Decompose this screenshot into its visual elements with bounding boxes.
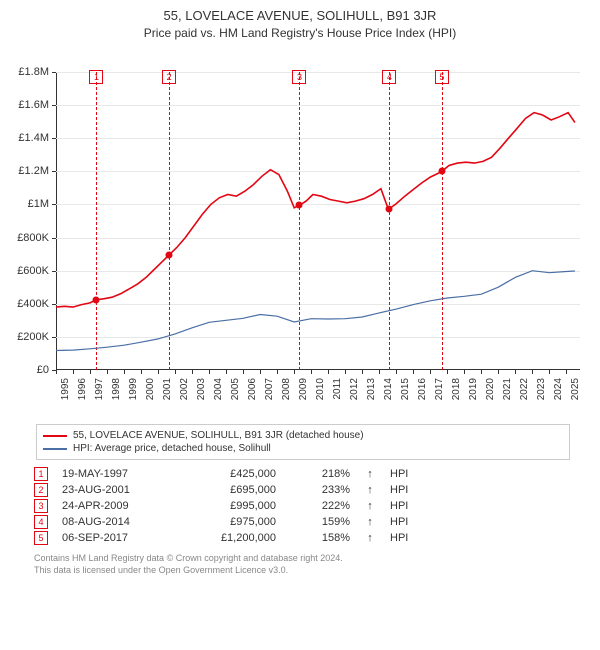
marker-box: 1 bbox=[89, 70, 103, 84]
legend-label: 55, LOVELACE AVENUE, SOLIHULL, B91 3JR (… bbox=[73, 430, 364, 441]
chart-subtitle: Price paid vs. HM Land Registry's House … bbox=[0, 23, 600, 46]
transaction-point bbox=[166, 251, 173, 258]
transaction-price: £995,000 bbox=[176, 500, 276, 512]
transaction-hpi-label: HPI bbox=[390, 484, 420, 496]
legend-row: HPI: Average price, detached house, Soli… bbox=[43, 442, 563, 455]
arrow-up-icon: ↑ bbox=[364, 532, 376, 544]
transaction-date: 24-APR-2009 bbox=[62, 500, 162, 512]
transaction-row: 4 08-AUG-2014 £975,000 159% ↑ HPI bbox=[34, 514, 570, 530]
transaction-marker: 3 bbox=[34, 499, 48, 513]
transaction-date: 19-MAY-1997 bbox=[62, 468, 162, 480]
transaction-pct: 218% bbox=[290, 468, 350, 480]
arrow-up-icon: ↑ bbox=[364, 516, 376, 528]
transaction-marker: 5 bbox=[34, 531, 48, 545]
marker-box: 3 bbox=[292, 70, 306, 84]
transaction-hpi-label: HPI bbox=[390, 532, 420, 544]
chart-title: 55, LOVELACE AVENUE, SOLIHULL, B91 3JR bbox=[0, 0, 600, 23]
transaction-date: 23-AUG-2001 bbox=[62, 484, 162, 496]
footer-line-2: This data is licensed under the Open Gov… bbox=[34, 564, 572, 576]
transaction-point bbox=[438, 168, 445, 175]
transaction-hpi-label: HPI bbox=[390, 516, 420, 528]
arrow-up-icon: ↑ bbox=[364, 484, 376, 496]
transaction-point bbox=[296, 202, 303, 209]
footer-line-1: Contains HM Land Registry data © Crown c… bbox=[34, 552, 572, 564]
transaction-row: 5 06-SEP-2017 £1,200,000 158% ↑ HPI bbox=[34, 530, 570, 546]
transaction-price: £695,000 bbox=[176, 484, 276, 496]
transaction-hpi-label: HPI bbox=[390, 500, 420, 512]
transaction-row: 3 24-APR-2009 £995,000 222% ↑ HPI bbox=[34, 498, 570, 514]
transaction-hpi-label: HPI bbox=[390, 468, 420, 480]
transaction-pct: 159% bbox=[290, 516, 350, 528]
transaction-pct: 158% bbox=[290, 532, 350, 544]
transaction-row: 2 23-AUG-2001 £695,000 233% ↑ HPI bbox=[34, 482, 570, 498]
chart-lines bbox=[0, 46, 600, 416]
legend-swatch bbox=[43, 448, 67, 450]
marker-box: 4 bbox=[382, 70, 396, 84]
transactions-table: 1 19-MAY-1997 £425,000 218% ↑ HPI 2 23-AUG-2001… bbox=[34, 466, 570, 546]
legend: 55, LOVELACE AVENUE, SOLIHULL, B91 3JR (… bbox=[36, 424, 570, 460]
marker-box: 5 bbox=[435, 70, 449, 84]
transaction-point bbox=[386, 205, 393, 212]
transaction-row: 1 19-MAY-1997 £425,000 218% ↑ HPI bbox=[34, 466, 570, 482]
transaction-date: 08-AUG-2014 bbox=[62, 516, 162, 528]
transaction-pct: 233% bbox=[290, 484, 350, 496]
transaction-price: £975,000 bbox=[176, 516, 276, 528]
transaction-price: £1,200,000 bbox=[176, 532, 276, 544]
arrow-up-icon: ↑ bbox=[364, 500, 376, 512]
transaction-marker: 1 bbox=[34, 467, 48, 481]
transaction-point bbox=[93, 296, 100, 303]
legend-row: 55, LOVELACE AVENUE, SOLIHULL, B91 3JR (… bbox=[43, 429, 563, 442]
arrow-up-icon: ↑ bbox=[364, 468, 376, 480]
footer: Contains HM Land Registry data © Crown c… bbox=[34, 552, 572, 576]
chart-area: £0£200K£400K£600K£800K£1M£1.2M£1.4M£1.6M… bbox=[0, 46, 600, 416]
transaction-price: £425,000 bbox=[176, 468, 276, 480]
legend-label: HPI: Average price, detached house, Soli… bbox=[73, 443, 271, 454]
legend-swatch bbox=[43, 435, 67, 437]
series-line bbox=[56, 113, 575, 308]
series-line bbox=[56, 271, 575, 351]
transaction-marker: 4 bbox=[34, 515, 48, 529]
marker-box: 2 bbox=[162, 70, 176, 84]
transaction-pct: 222% bbox=[290, 500, 350, 512]
transaction-date: 06-SEP-2017 bbox=[62, 532, 162, 544]
transaction-marker: 2 bbox=[34, 483, 48, 497]
root: 55, LOVELACE AVENUE, SOLIHULL, B91 3JR P… bbox=[0, 0, 600, 650]
